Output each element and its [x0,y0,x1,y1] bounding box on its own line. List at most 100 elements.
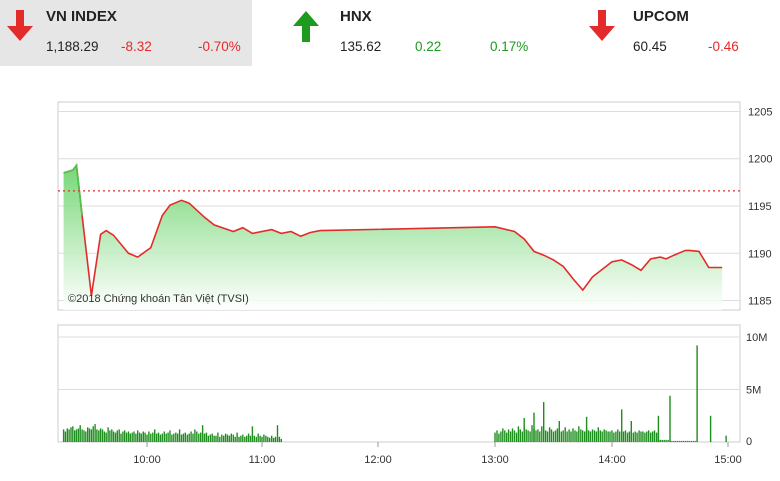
volume-bar [560,431,562,442]
volume-bar [546,431,549,442]
volume-bar [226,434,229,442]
volume-bar [103,431,106,442]
volume-bar [111,429,113,442]
volume-bar [650,432,652,442]
volume-bar [127,431,130,442]
volume-bar [169,430,171,442]
volume-bar [263,434,265,442]
volume-bar [272,437,275,442]
volume-bar [207,435,209,442]
volume-bar [669,395,671,442]
volume-bar [72,426,74,443]
volume-bar [513,430,516,442]
volume-bar [79,425,81,442]
volume-bar [142,431,144,442]
volume-bar [66,428,68,442]
volume-bar [500,431,502,442]
volume-bar [109,430,111,442]
volume-bar [190,431,192,442]
volume-tick-label: 10M [746,332,767,344]
price-tick-label: 1190 [748,248,772,260]
volume-bar [657,415,660,443]
volume-bar [550,429,553,442]
volume-bar [494,432,496,442]
volume-bar [167,432,169,442]
volume-bar [135,433,137,442]
x-tick-label: 11:00 [249,454,276,466]
price-tick-label: 1195 [748,201,772,213]
volume-bar [570,431,572,442]
volume-bar [129,433,131,442]
volume-bar [236,432,238,442]
volume-bar [99,428,102,442]
volume-bar [595,431,598,442]
volume-bar [122,431,124,442]
volume-panel: 0 5M 10M [57,324,767,448]
ticker-bar: VN INDEX 1,188.29 -8.32 -0.70% HNX 135.6… [0,0,780,66]
ticker-hnx[interactable]: HNX 135.62 0.22 0.17% [252,0,552,66]
ticker-name: HNX [340,8,372,25]
ticker-upcom[interactable]: UPCOM 60.45 -0.46 [552,0,780,66]
volume-bar [531,425,533,442]
volume-bar [188,433,190,442]
price-tick-label: 1205 [748,106,772,118]
intraday-chart: 1185 1190 1195 1200 1205 ©2018 Chứng khoán Tâ… [57,101,772,466]
volume-bar [576,431,578,442]
x-tick-label: 15:00 [714,454,742,466]
volume-bar [81,429,83,442]
volume-bar [276,425,279,442]
volume-bar [582,430,584,442]
volume-bar [634,431,636,442]
volume-bar [529,431,531,442]
ticker-vnindex[interactable]: VN INDEX 1,188.29 -8.32 -0.70% [0,0,252,66]
price-area [63,165,723,310]
volume-bar [165,433,167,442]
price-tick-label: 1185 [748,296,772,308]
volume-bar [599,430,601,442]
volume-bar [265,435,267,442]
volume-bar [146,434,148,442]
volume-bar [630,421,632,442]
volume-bar [274,436,277,443]
volume-bar [85,431,87,442]
volume-bar [125,432,128,442]
volume-bar [507,429,510,442]
volume-bar [548,427,551,442]
ticker-value: 1,188.29 [46,39,99,54]
volume-frame [57,324,741,443]
volume-bar [644,432,646,442]
volume-bar [261,436,263,443]
volume-bar [562,430,564,442]
volume-bar [677,440,679,442]
volume-bar [519,429,521,442]
volume-bar [246,435,248,442]
volume-bar [511,428,514,442]
volume-bar [725,435,727,442]
ticker-name: UPCOM [633,8,689,25]
volume-bar [523,417,525,442]
volume-bar [696,345,698,442]
volume-bar [223,435,225,442]
price-tick-label: 1200 [748,154,772,166]
volume-bar [70,427,72,442]
volume-bar [680,440,683,442]
volume-bar [224,433,227,442]
volume-bar [196,431,198,442]
volume-bar [83,430,85,442]
volume-bar [257,433,259,442]
volume-bar [271,435,273,442]
volume-bar [607,431,609,442]
volume-tick-label: 5M [746,385,761,397]
ticker-change: -8.32 [121,39,152,54]
volume-bar [688,440,690,442]
volume-bar [242,434,244,442]
volume-bar [556,428,559,442]
volume-bar [175,432,177,442]
volume-bar [186,434,188,442]
volume-bar [148,431,150,442]
volume-bar [203,433,206,442]
volume-bar [521,431,523,442]
volume-bar [541,426,543,443]
volume-bar [267,436,269,443]
volume-bar [278,436,281,443]
